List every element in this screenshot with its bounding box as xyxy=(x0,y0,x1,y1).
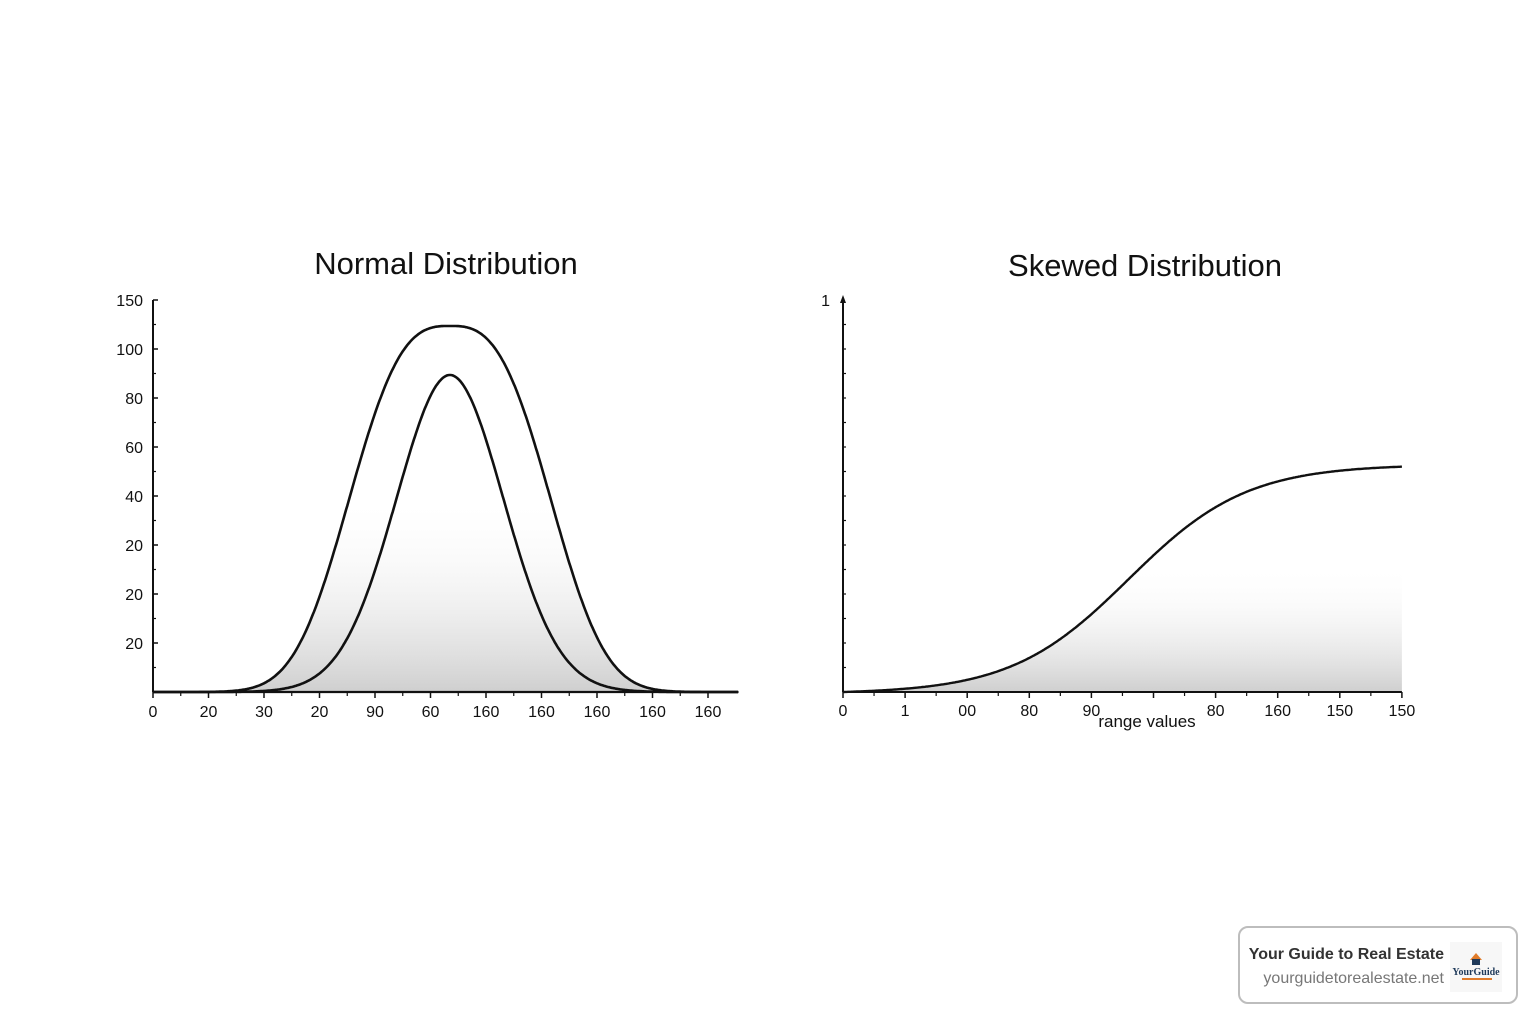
skewed-y-tick-label: 1 xyxy=(821,293,830,310)
skewed-x-tick-label: 150 xyxy=(1326,703,1353,720)
y-axis-arrow-icon xyxy=(840,295,846,303)
normal-x-tick-label: 20 xyxy=(311,704,329,721)
skewed-x-tick-label: 150 xyxy=(1389,703,1416,720)
normal-chart-title: Normal Distribution xyxy=(314,246,578,281)
skewed-chart-title: Skewed Distribution xyxy=(1008,248,1282,283)
watermark-badge: Your Guide to Real Estate yourguidetorea… xyxy=(1238,926,1518,1004)
normal-x-tick-label: 160 xyxy=(473,704,500,721)
normal-x-tick-label: 160 xyxy=(639,704,666,721)
normal-y-tick-label: 20 xyxy=(125,538,143,555)
normal-x-tick-label: 30 xyxy=(255,704,273,721)
skewed-x-tick-label: 1 xyxy=(901,703,910,720)
skewed-x-tick-label: 160 xyxy=(1264,703,1291,720)
normal-x-tick-label: 160 xyxy=(528,704,555,721)
skewed-x-tick-label: 80 xyxy=(1207,703,1225,720)
badge-title: Your Guide to Real Estate xyxy=(1248,946,1444,963)
badge-url: yourguidetorealestate.net xyxy=(1263,970,1444,987)
normal-x-tick-label: 20 xyxy=(200,704,218,721)
normal-y-tick-label: 20 xyxy=(125,636,143,653)
normal-y-tick-label: 150 xyxy=(116,293,143,310)
skewed-x-tick-label: 0 xyxy=(839,703,848,720)
normal-x-tick-label: 60 xyxy=(422,704,440,721)
brand-logo: YourGuide xyxy=(1450,942,1502,992)
skewed-area-fill xyxy=(843,466,1402,692)
svg-text:YourGuide: YourGuide xyxy=(1452,967,1500,978)
normal-y-tick-label: 20 xyxy=(125,587,143,604)
normal-area-fill xyxy=(153,326,739,692)
normal-curve-outer xyxy=(153,324,738,694)
skewed-x-tick-label: 80 xyxy=(1020,703,1038,720)
normal-y-tick-label: 100 xyxy=(116,342,143,359)
normal-y-tick-label: 40 xyxy=(125,489,143,506)
normal-y-tick-label: 80 xyxy=(125,391,143,408)
normal-x-tick-label: 160 xyxy=(695,704,722,721)
normal-x-tick-label: 160 xyxy=(584,704,611,721)
skewed-curve xyxy=(843,465,1402,694)
skewed-x-tick-label: 90 xyxy=(1083,703,1101,720)
skewed-x-tick-label: 00 xyxy=(958,703,976,720)
skewed-x-axis-label: range values xyxy=(1098,712,1195,731)
normal-x-tick-label: 90 xyxy=(366,704,384,721)
normal-x-tick-label: 0 xyxy=(149,704,158,721)
normal-y-tick-label: 60 xyxy=(125,440,143,457)
